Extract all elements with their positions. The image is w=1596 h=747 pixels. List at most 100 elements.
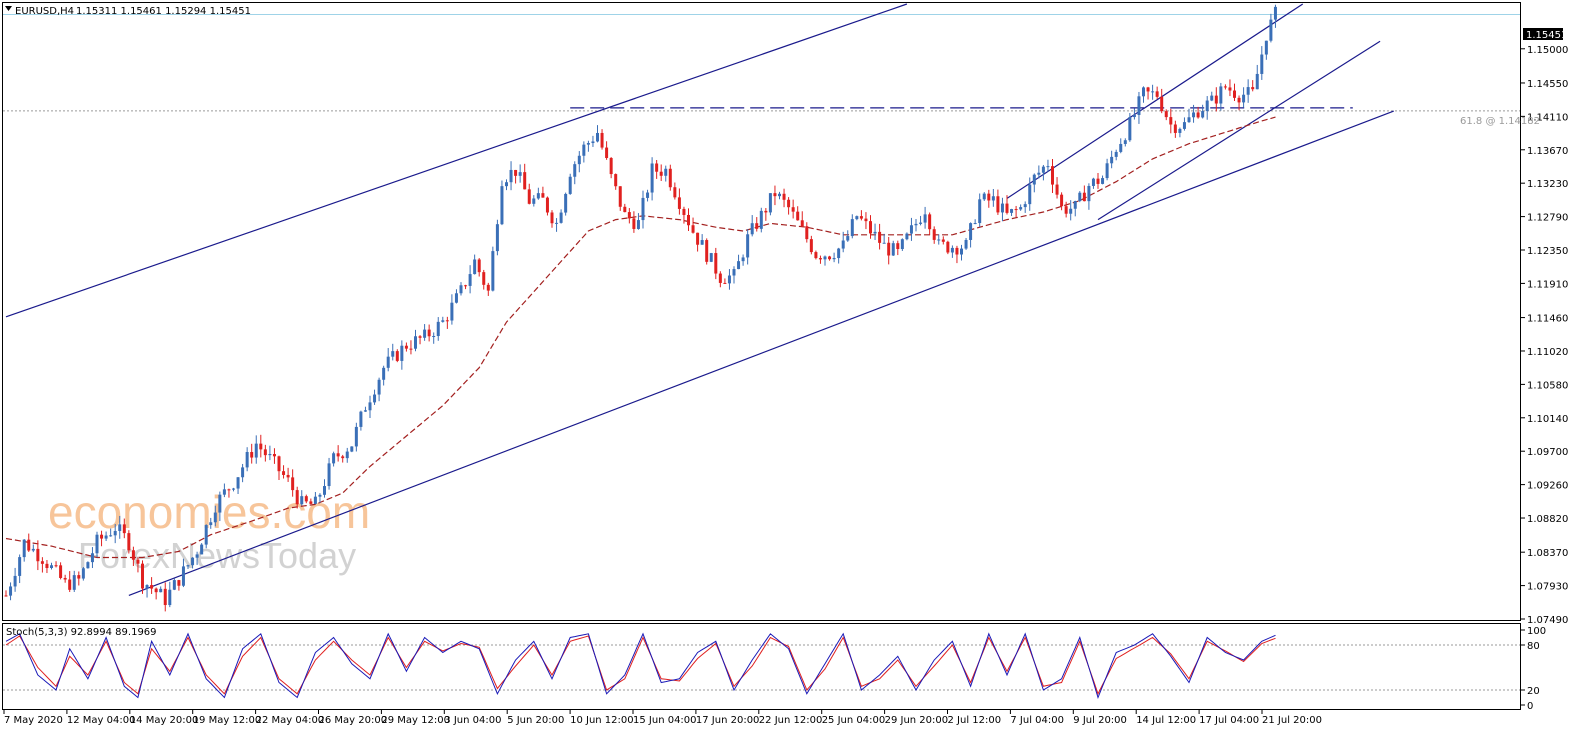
candle-body — [923, 214, 927, 223]
candle-body — [818, 258, 822, 260]
candle-body — [295, 490, 299, 505]
candle-body — [1146, 87, 1150, 92]
candle-body — [409, 348, 413, 350]
candle-body — [1123, 140, 1127, 144]
candle-body — [978, 199, 982, 224]
candle-body — [1073, 201, 1077, 209]
candle-body — [1264, 40, 1268, 55]
candle-body — [778, 193, 781, 197]
price-tick-label: 1.12350 — [1527, 246, 1568, 257]
candle-body — [768, 193, 772, 213]
collapse-triangle-icon[interactable] — [5, 6, 12, 11]
price-tick-label: 1.14550 — [1527, 79, 1568, 90]
candle-body — [809, 239, 813, 253]
candle-body — [682, 208, 686, 215]
candle-body — [373, 394, 377, 403]
candle-body — [300, 496, 304, 505]
candle-body — [955, 247, 959, 255]
candle-body — [891, 243, 895, 256]
price-tick-label: 1.13230 — [1527, 179, 1568, 190]
candle-body — [664, 168, 668, 176]
stoch-signal-line — [5, 635, 1276, 696]
time-tick-label: 21 Jul 20:00 — [1262, 715, 1322, 726]
candle-body — [1214, 95, 1218, 104]
candle-body — [177, 580, 181, 586]
time-tick-label: 29 Jun 20:00 — [885, 715, 949, 726]
candle-body — [145, 585, 149, 589]
candle-body — [636, 220, 640, 229]
candle-body — [1142, 87, 1145, 97]
candle-body — [427, 329, 431, 337]
price-axis: 1.15000 1.14550 1.14110 1.13670 1.13230 1.127… — [1521, 45, 1568, 626]
candle-body — [828, 256, 832, 260]
candle-body — [896, 243, 900, 250]
candle-body — [650, 163, 654, 193]
candle-body — [755, 223, 759, 229]
candle-body — [473, 259, 477, 275]
candle-body — [805, 226, 809, 240]
candle-body — [1273, 6, 1277, 20]
candle-body — [22, 539, 26, 558]
candle-body — [878, 231, 882, 243]
candle-body — [773, 193, 777, 197]
candle-body — [1064, 206, 1068, 214]
candle-body — [332, 453, 336, 464]
candle-body — [964, 239, 968, 249]
candle-body — [969, 223, 973, 240]
indicator-plot-frame — [2, 623, 1521, 710]
candle-body — [919, 222, 923, 224]
current-price-tag — [1523, 28, 1563, 40]
candle-body — [600, 132, 604, 148]
candle-body — [404, 345, 408, 349]
candle-body — [987, 193, 991, 201]
candle-body — [1269, 19, 1273, 41]
candle-body — [1196, 112, 1200, 118]
candle-body — [846, 236, 850, 241]
candle-body — [1019, 207, 1023, 210]
candle-body — [973, 223, 977, 225]
candle-body — [459, 285, 463, 294]
trendline — [128, 110, 1394, 597]
time-tick-label: 22 Jun 12:00 — [759, 715, 823, 726]
candle-body — [464, 285, 468, 287]
candle-body — [500, 186, 504, 225]
candle-body — [555, 222, 559, 224]
candle-body — [1037, 172, 1041, 175]
candle-body — [837, 248, 841, 259]
candle-body — [696, 232, 700, 245]
candle-body — [268, 453, 272, 456]
candle-body — [1060, 194, 1064, 207]
time-tick-label: 22 May 04:00 — [256, 715, 325, 726]
candle-body — [195, 554, 199, 558]
candle-body — [391, 351, 395, 357]
candle-body — [154, 588, 158, 593]
candle-body — [1023, 204, 1027, 208]
candle-body — [659, 171, 663, 176]
price-tick-label: 1.14110 — [1527, 112, 1568, 123]
candle-body — [386, 356, 390, 368]
candle-body — [932, 229, 936, 240]
candle-body — [641, 197, 645, 221]
indicator-title: Stoch(5,3,3) 92.8994 89.1969 — [6, 627, 157, 638]
candle-body — [982, 193, 986, 200]
candle-body — [213, 512, 217, 523]
candle-body — [605, 147, 609, 159]
candle-body — [400, 345, 404, 361]
candle-body — [122, 524, 126, 534]
candle-body — [468, 274, 472, 286]
time-tick-label: 14 May 20:00 — [130, 715, 199, 726]
time-tick-label: 25 Jun 04:00 — [822, 715, 886, 726]
candle-body — [150, 585, 154, 589]
candle-body — [68, 579, 72, 590]
candle-body — [1233, 90, 1236, 98]
candle-body — [814, 252, 818, 259]
candle-body — [691, 225, 695, 233]
price-tick-label: 1.15000 — [1527, 45, 1568, 56]
candle-body — [204, 525, 208, 545]
price-tick-label: 1.08370 — [1527, 548, 1568, 559]
candle-body — [318, 494, 322, 497]
candle-body — [18, 557, 22, 576]
candle-body — [209, 522, 213, 526]
candle-body — [1028, 184, 1032, 205]
candle-body — [614, 174, 618, 187]
